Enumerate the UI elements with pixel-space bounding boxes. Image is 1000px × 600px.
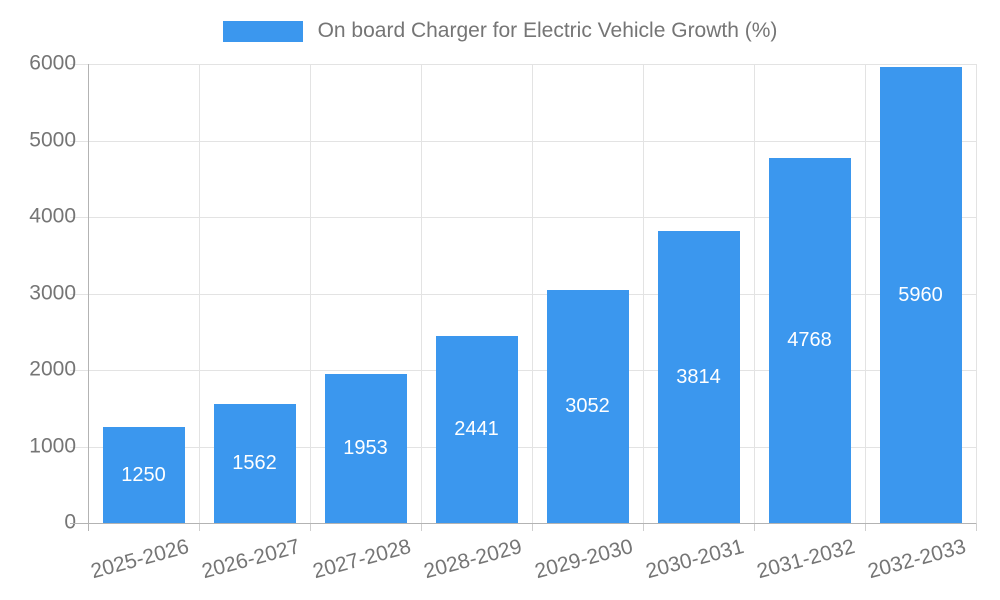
bar-2028-2029[interactable]: 2441 [435, 336, 518, 523]
x-axis-tick [421, 523, 422, 531]
gridline-vertical [532, 64, 533, 523]
gridline-horizontal [70, 446, 976, 448]
legend-series-label: On board Charger for Electric Vehicle Gr… [317, 19, 778, 42]
y-axis-tick-label: 1000 [29, 434, 76, 458]
bar-value-label: 3814 [676, 365, 721, 388]
y-axis-tick-label: 6000 [29, 51, 76, 75]
y-axis-tick-label: 3000 [29, 281, 76, 305]
legend[interactable]: On board Charger for Electric Vehicle Gr… [0, 17, 1000, 45]
bar-2030-2031[interactable]: 3814 [657, 231, 740, 523]
bar-value-label: 1250 [121, 463, 166, 486]
x-axis-tick [643, 523, 644, 531]
bar-value-label: 5960 [898, 283, 943, 306]
x-axis-tick [532, 523, 533, 531]
x-axis-tick-label: 2032-2033 [865, 535, 969, 584]
gridline-horizontal [70, 64, 976, 65]
x-axis-tick-label: 2027-2028 [310, 535, 414, 584]
bar-2027-2028[interactable]: 1953 [324, 374, 407, 523]
gridline-vertical [754, 64, 755, 523]
x-axis-tick [199, 523, 200, 531]
gridline-horizontal [70, 370, 976, 371]
gridline-horizontal [70, 293, 976, 295]
x-axis-tick-label: 2029-2030 [532, 535, 636, 584]
x-axis-tick [310, 523, 311, 531]
gridline-vertical [421, 64, 422, 523]
y-axis-line [88, 64, 89, 531]
gridline-vertical [199, 64, 200, 523]
bar-value-label: 4768 [787, 329, 832, 351]
y-axis-tick-label: 2000 [29, 357, 76, 381]
x-axis-tick-label: 2025-2026 [88, 535, 192, 584]
bar-value-label: 2441 [454, 418, 499, 440]
x-axis-tick [865, 523, 866, 531]
y-axis-tick-label: 5000 [29, 128, 76, 152]
gridline-horizontal [70, 217, 976, 218]
gridline-vertical [310, 64, 311, 523]
bar-value-label: 3052 [565, 395, 610, 417]
x-axis-tick [754, 523, 755, 531]
gridline-horizontal [70, 140, 976, 142]
bar-value-label: 1562 [232, 452, 277, 474]
bar-2026-2027[interactable]: 1562 [213, 404, 296, 523]
x-axis-line [70, 523, 976, 524]
x-axis-tick-label: 2030-2031 [643, 535, 747, 584]
x-axis-tick [976, 523, 977, 531]
bar-2032-2033[interactable]: 5960 [879, 67, 962, 523]
y-axis-tick-label: 0 [0, 511, 76, 535]
x-axis-tick-label: 2026-2027 [199, 535, 303, 584]
bar-2025-2026[interactable]: 1250 [102, 427, 185, 523]
y-axis-tick-label: 4000 [29, 204, 76, 228]
bar-2029-2030[interactable]: 3052 [546, 290, 629, 523]
bar-2031-2032[interactable]: 4768 [768, 158, 851, 523]
gridline-vertical [643, 64, 644, 523]
bar-value-label: 1953 [343, 437, 388, 459]
x-axis-tick-label: 2031-2032 [754, 535, 858, 584]
gridline-vertical [976, 64, 977, 523]
x-axis-tick-label: 2028-2029 [421, 535, 525, 584]
gridline-vertical [865, 64, 866, 523]
legend-swatch [222, 20, 303, 42]
